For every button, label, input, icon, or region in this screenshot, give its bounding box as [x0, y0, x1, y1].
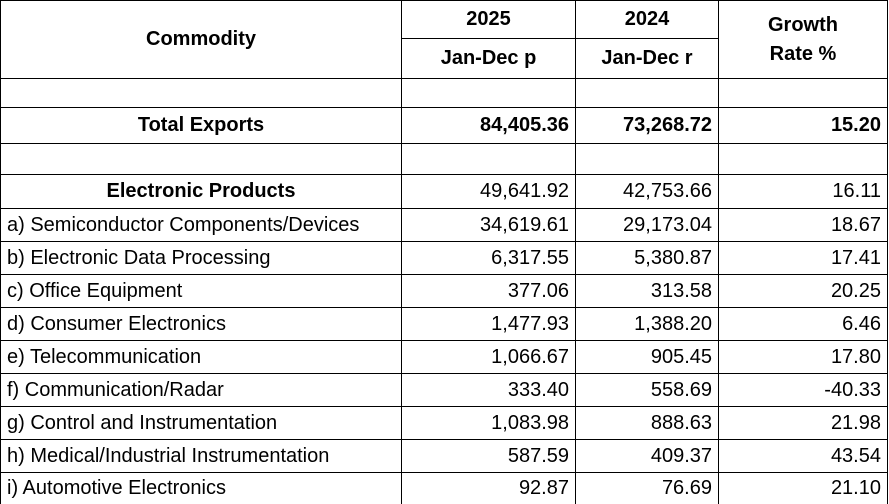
blank-row [0, 78, 888, 108]
value-cell: 1,066.67 [401, 340, 576, 374]
blank-cell [718, 78, 888, 108]
value-cell: 6.46 [718, 307, 888, 341]
value-cell: 333.40 [401, 373, 576, 407]
value-cell: 84,405.36 [401, 107, 576, 144]
value-cell: 34,619.61 [401, 208, 576, 242]
period-header: Jan-Dec p [401, 38, 576, 79]
value-cell: 20.25 [718, 274, 888, 308]
data-row: Total Exports 84,405.36 73,268.72 15.20 [0, 107, 888, 144]
value-cell: 888.63 [575, 406, 719, 440]
growth-header: Growth Rate % [718, 0, 888, 79]
commodity-label: Total Exports [0, 107, 402, 144]
data-row: a) Semiconductor Components/Devices 34,61… [0, 208, 888, 242]
value-cell: 21.10 [718, 472, 888, 504]
value-cell: 49,641.92 [401, 174, 576, 209]
blank-cell [0, 143, 402, 175]
data-row: h) Medical/Industrial Instrumentation 587… [0, 439, 888, 473]
value-cell: 21.98 [718, 406, 888, 440]
blank-row [0, 143, 888, 175]
data-row: f) Communication/Radar 333.40 558.69 -40.33 [0, 373, 888, 407]
data-row: Electronic Products 49,641.92 42,753.66 16.… [0, 174, 888, 209]
growth-header-line: Growth [768, 13, 838, 36]
value-cell: 6,317.55 [401, 241, 576, 275]
value-cell: 1,083.98 [401, 406, 576, 440]
blank-cell [575, 143, 719, 175]
commodity-label: i) Automotive Electronics [0, 472, 402, 504]
data-row: g) Control and Instrumentation 1,083.98 88… [0, 406, 888, 440]
year-header: 2024 [575, 0, 719, 39]
value-cell: 73,268.72 [575, 107, 719, 144]
blank-cell [718, 143, 888, 175]
commodity-label: h) Medical/Industrial Instrumentation [0, 439, 402, 473]
value-cell: 92.87 [401, 472, 576, 504]
value-cell: 905.45 [575, 340, 719, 374]
value-cell: 15.20 [718, 107, 888, 144]
growth-header-line: Rate % [769, 42, 837, 65]
value-cell: 377.06 [401, 274, 576, 308]
commodity-label: e) Telecommunication [0, 340, 402, 374]
commodity-label: d) Consumer Electronics [0, 307, 402, 341]
value-cell: 5,380.87 [575, 241, 719, 275]
commodity-label: c) Office Equipment [0, 274, 402, 308]
value-cell: 558.69 [575, 373, 719, 407]
value-cell: 17.41 [718, 241, 888, 275]
blank-cell [401, 78, 576, 108]
commodity-label: g) Control and Instrumentation [0, 406, 402, 440]
blank-cell [0, 78, 402, 108]
value-cell: 18.67 [718, 208, 888, 242]
value-cell: 313.58 [575, 274, 719, 308]
year-header: 2025 [401, 0, 576, 39]
commodity-label: f) Communication/Radar [0, 373, 402, 407]
value-cell: -40.33 [718, 373, 888, 407]
value-cell: 29,173.04 [575, 208, 719, 242]
data-row: b) Electronic Data Processing 6,317.55 5,3… [0, 241, 888, 275]
value-cell: 1,477.93 [401, 307, 576, 341]
data-row: i) Automotive Electronics 92.87 76.69 21.10 [0, 472, 888, 504]
blank-cell [401, 143, 576, 175]
value-cell: 409.37 [575, 439, 719, 473]
commodity-label: a) Semiconductor Components/Devices [0, 208, 402, 242]
value-cell: 43.54 [718, 439, 888, 473]
data-row: d) Consumer Electronics 1,477.93 1,388.20 6… [0, 307, 888, 341]
value-cell: 587.59 [401, 439, 576, 473]
blank-cell [575, 78, 719, 108]
header-row: Commodity 2025 2024 Growth Rate % [0, 0, 888, 79]
header-row: Jan-Dec p Jan-Dec r [1, 38, 888, 79]
commodity-header: Commodity [0, 0, 402, 79]
value-cell: 17.80 [718, 340, 888, 374]
data-row: e) Telecommunication 1,066.67 905.45 17.80 [0, 340, 888, 374]
commodity-label: b) Electronic Data Processing [0, 241, 402, 275]
commodity-label: Electronic Products [0, 174, 402, 209]
value-cell: 16.11 [718, 174, 888, 209]
data-row: c) Office Equipment 377.06 313.58 20.25 [0, 274, 888, 308]
value-cell: 76.69 [575, 472, 719, 504]
value-cell: 1,388.20 [575, 307, 719, 341]
period-header: Jan-Dec r [575, 38, 719, 79]
value-cell: 42,753.66 [575, 174, 719, 209]
